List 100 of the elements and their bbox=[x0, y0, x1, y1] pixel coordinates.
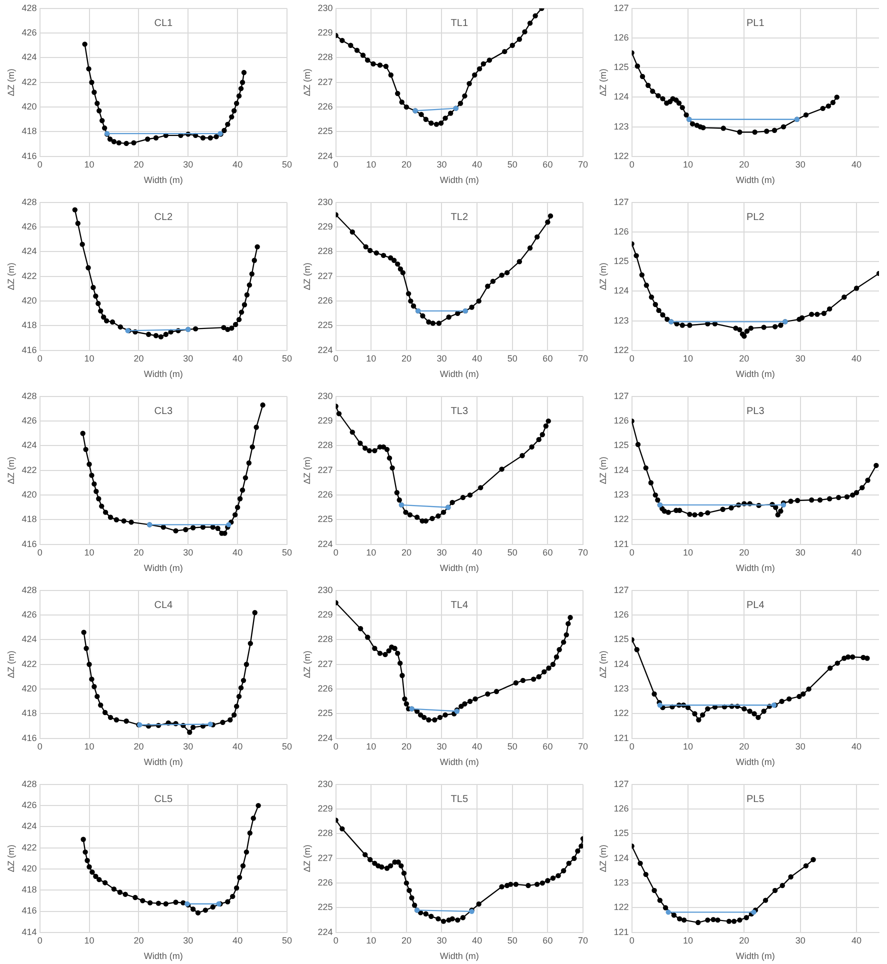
point bbox=[377, 650, 383, 656]
point bbox=[634, 253, 639, 258]
x-tick-label: 40 bbox=[472, 353, 482, 364]
point bbox=[399, 100, 404, 105]
point bbox=[402, 696, 408, 702]
x-tick-label: 30 bbox=[795, 935, 806, 946]
point bbox=[434, 122, 440, 127]
point bbox=[437, 714, 443, 720]
point bbox=[534, 882, 540, 887]
text: CL1 bbox=[154, 18, 174, 30]
y-tick-label: 420 bbox=[22, 684, 37, 694]
point bbox=[406, 888, 412, 894]
point bbox=[236, 694, 242, 700]
y-tick-label: 121 bbox=[614, 538, 629, 549]
point bbox=[564, 632, 569, 638]
point bbox=[407, 512, 413, 518]
point bbox=[118, 324, 123, 330]
point bbox=[560, 868, 566, 874]
point bbox=[372, 860, 378, 866]
point bbox=[398, 266, 404, 272]
point bbox=[655, 497, 660, 503]
point bbox=[86, 265, 91, 270]
point bbox=[676, 916, 682, 922]
point bbox=[124, 718, 129, 724]
point bbox=[543, 423, 549, 429]
x-tick-label: 40 bbox=[232, 935, 243, 946]
point bbox=[513, 882, 519, 887]
text: PL3 bbox=[746, 406, 765, 418]
point bbox=[254, 424, 259, 430]
point bbox=[467, 492, 473, 498]
y-axis-title: ΔZ (m) bbox=[6, 844, 16, 872]
point bbox=[380, 252, 386, 258]
point bbox=[761, 708, 766, 714]
x-tick-label: 30 bbox=[183, 741, 194, 752]
point bbox=[388, 863, 394, 868]
y-tick-label: 122 bbox=[614, 514, 629, 524]
x-tick-label: 10 bbox=[84, 547, 94, 558]
x-tick-label: 50 bbox=[282, 935, 292, 946]
y-tick-label: 228 bbox=[318, 634, 333, 644]
x-tick-label: 20 bbox=[739, 353, 750, 364]
point bbox=[796, 694, 802, 700]
point bbox=[666, 510, 671, 515]
point bbox=[546, 418, 551, 424]
point bbox=[350, 430, 356, 435]
x-tick-label: 10 bbox=[682, 741, 693, 752]
point bbox=[748, 326, 754, 331]
y-tick-label: 416 bbox=[22, 150, 37, 161]
point bbox=[93, 874, 98, 879]
point bbox=[436, 916, 441, 922]
y-tick-label: 123 bbox=[614, 315, 629, 326]
x-tick-label: 20 bbox=[401, 741, 412, 752]
point bbox=[485, 284, 490, 289]
y-tick-label: 227 bbox=[318, 658, 333, 669]
text: CL3 bbox=[154, 406, 174, 418]
y-axis-title: ΔZ (m) bbox=[302, 456, 312, 484]
point bbox=[84, 646, 89, 651]
point bbox=[195, 910, 201, 916]
x-tick-label: 20 bbox=[739, 741, 750, 752]
x-tick-label: 70 bbox=[578, 353, 588, 364]
y-axis-title: ΔZ (m) bbox=[302, 650, 312, 678]
point bbox=[364, 634, 370, 640]
y-tick-label: 124 bbox=[614, 852, 629, 863]
point bbox=[144, 136, 150, 142]
point bbox=[252, 258, 257, 263]
point bbox=[82, 849, 88, 855]
point bbox=[830, 100, 836, 106]
y-tick-label: 418 bbox=[22, 126, 37, 136]
y-tick-label: 122 bbox=[614, 902, 629, 912]
point bbox=[408, 298, 414, 304]
point bbox=[232, 512, 238, 518]
y-tick-label: 127 bbox=[614, 196, 629, 207]
y-tick-label: 127 bbox=[614, 778, 629, 789]
point bbox=[382, 652, 388, 658]
y-tick-label: 428 bbox=[22, 196, 37, 207]
point bbox=[575, 848, 580, 854]
point bbox=[810, 857, 816, 862]
point bbox=[854, 286, 860, 291]
y-tick-label: 418 bbox=[22, 320, 37, 330]
point bbox=[526, 882, 531, 888]
point bbox=[94, 488, 99, 494]
point bbox=[397, 660, 403, 666]
point bbox=[680, 322, 685, 328]
point bbox=[442, 116, 448, 121]
point bbox=[396, 497, 402, 503]
point bbox=[132, 894, 138, 900]
point bbox=[386, 455, 392, 461]
x-tick-label: 40 bbox=[852, 741, 862, 752]
point bbox=[566, 621, 571, 626]
point bbox=[249, 271, 254, 277]
y-tick-label: 418 bbox=[22, 514, 37, 524]
point bbox=[226, 522, 232, 528]
point bbox=[246, 460, 252, 466]
point bbox=[720, 126, 726, 131]
point bbox=[808, 497, 814, 503]
point bbox=[395, 90, 400, 96]
point bbox=[542, 669, 547, 674]
x-axis-title: Width (m) bbox=[144, 175, 183, 186]
point bbox=[698, 512, 704, 517]
point bbox=[202, 908, 208, 913]
x-tick-label: 20 bbox=[739, 159, 750, 170]
